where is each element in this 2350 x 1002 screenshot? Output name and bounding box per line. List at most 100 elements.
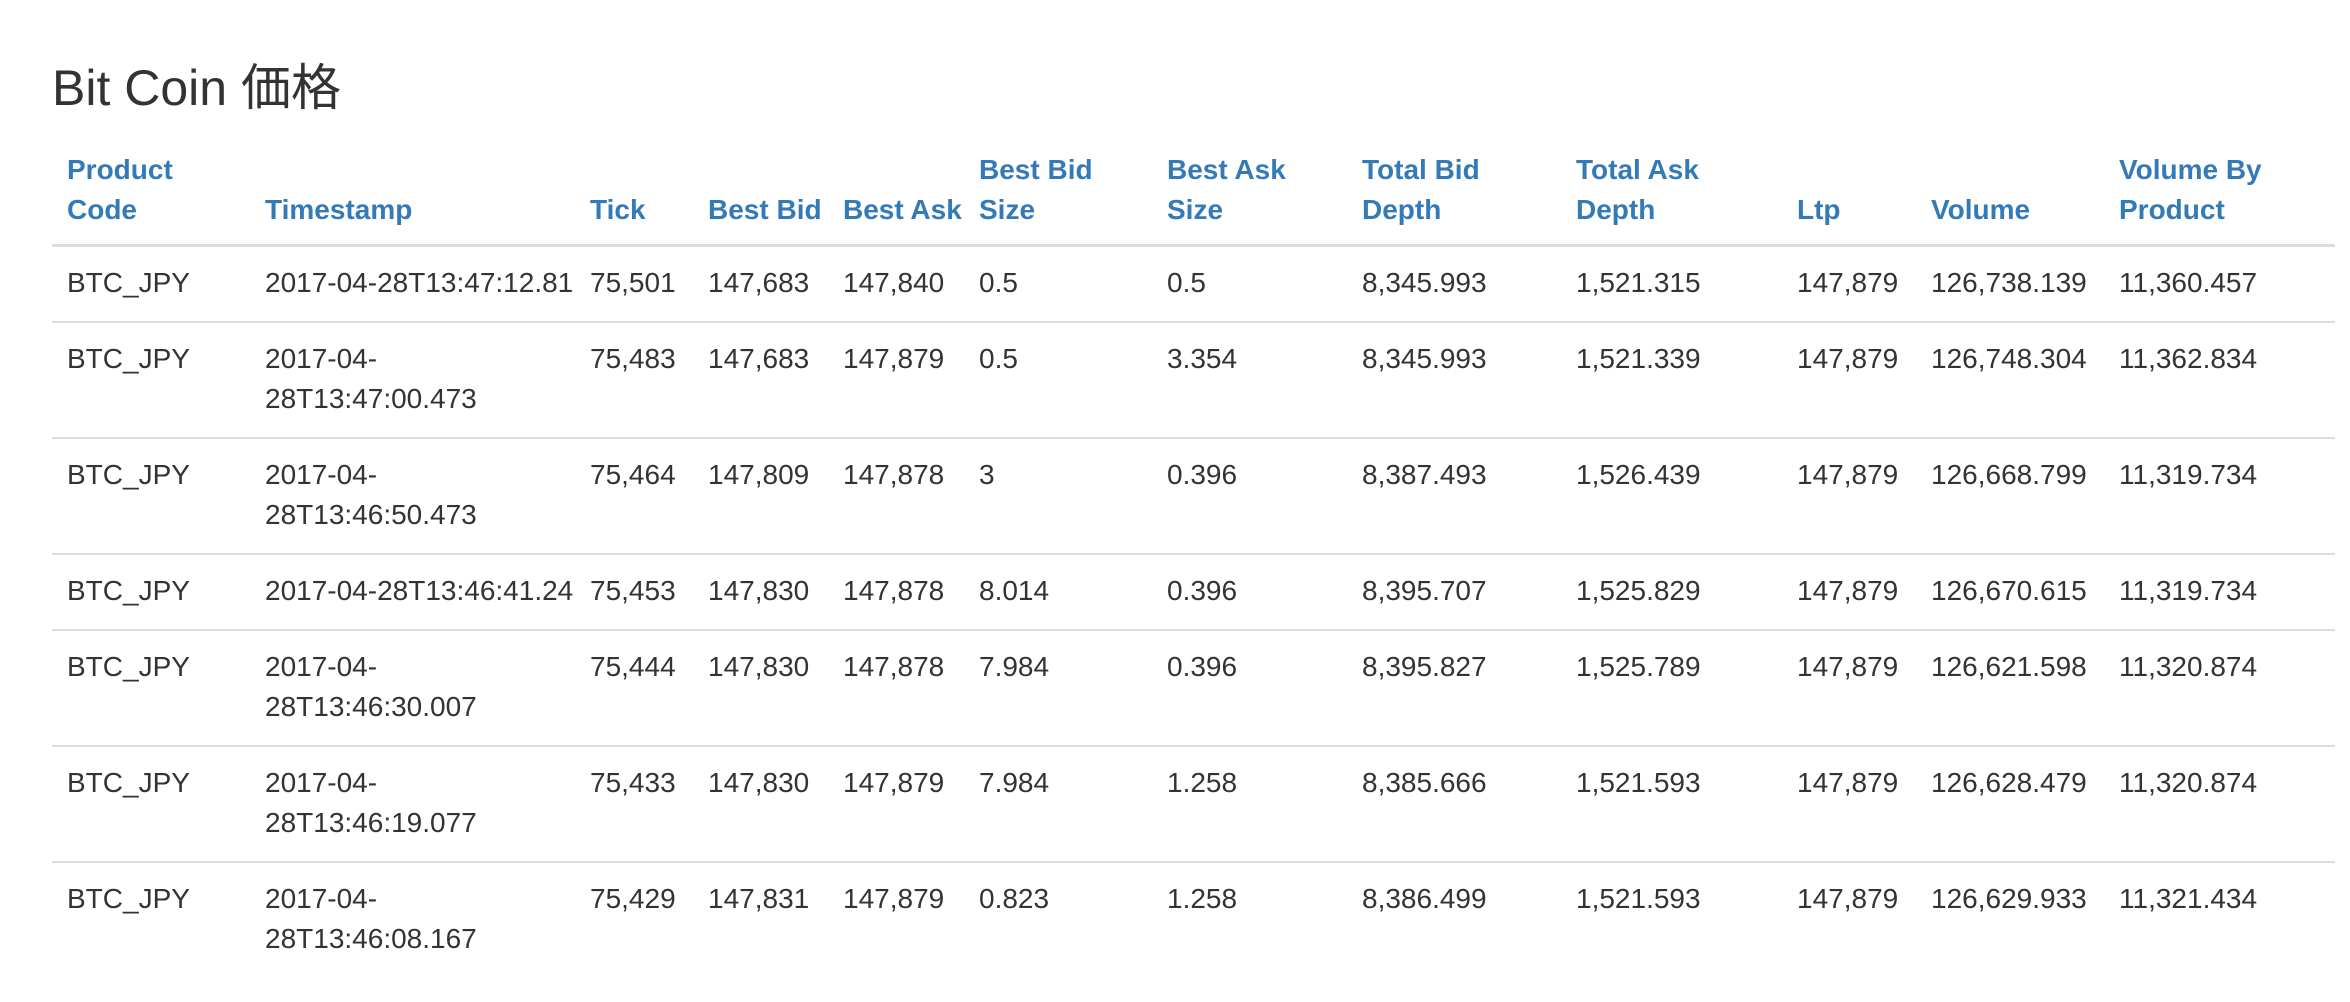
cell-tick: 75,429 <box>575 861 693 977</box>
cell-volume-by-product: 11,320.874 <box>2104 745 2335 862</box>
table-row: BTC_JPY 2017-04-28T13:47:00.473 75,483 1… <box>52 321 2335 438</box>
cell-tick: 75,444 <box>575 629 693 746</box>
cell-total-ask-depth: 1,525.829 <box>1561 553 1782 630</box>
cell-volume-by-product: 11,362.834 <box>2104 321 2335 438</box>
cell-best-ask-size: 3.354 <box>1152 321 1347 438</box>
cell-volume-by-product: 11,360.457 <box>2119 267 2258 298</box>
cell-volume-by-product: 11,319.734 <box>2104 553 2335 630</box>
column-header-best-ask[interactable]: Best Ask <box>828 146 964 247</box>
cell-ltp: 147,879 <box>1782 437 1916 554</box>
cell-volume-by-product: 11,320.874 <box>2104 629 2335 746</box>
cell-volume: 126,628.479 <box>1916 745 2104 862</box>
cell-volume: 126,670.615 <box>1916 553 2104 630</box>
cell-ltp: 147,879 <box>1782 321 1916 438</box>
cell-tick: 75,453 <box>575 553 693 630</box>
cell-tick: 75,501 <box>590 267 676 298</box>
cell-total-bid-depth: 8,387.493 <box>1347 437 1561 554</box>
cell-timestamp: 2017-04-28T13:46:50.473 <box>250 437 575 554</box>
cell-best-bid-size: 7.984 <box>964 745 1152 862</box>
column-header-best-bid-size[interactable]: Best Bid Size <box>964 146 1152 247</box>
cell-best-ask-size: 1.258 <box>1152 861 1347 977</box>
cell-volume-by-product: 11,321.434 <box>2104 861 2335 977</box>
cell-best-ask: 147,879 <box>828 861 964 977</box>
page-title: Bit Coin 価格 <box>52 60 341 116</box>
cell-tick: 75,464 <box>575 437 693 554</box>
cell-total-ask-depth: 1,521.593 <box>1561 861 1782 977</box>
cell-timestamp: 2017-04-28T13:46:30.007 <box>250 629 575 746</box>
table-header: Product Code Timestamp Tick Best Bid Bes… <box>52 146 2335 247</box>
cell-best-bid: 147,831 <box>693 861 828 977</box>
cell-ltp: 147,879 <box>1782 553 1916 630</box>
cell-best-ask: 147,878 <box>828 553 964 630</box>
cell-total-bid-depth: 8,395.827 <box>1347 629 1561 746</box>
cell-ltp: 147,879 <box>1782 861 1916 977</box>
cell-best-bid: 147,683 <box>693 321 828 438</box>
cell-product-code: BTC_JPY <box>52 553 250 630</box>
column-header-best-bid[interactable]: Best Bid <box>693 146 828 247</box>
cell-best-ask: 147,879 <box>828 321 964 438</box>
cell-total-bid-depth: 8,386.499 <box>1347 861 1561 977</box>
cell-best-bid: 147,809 <box>693 437 828 554</box>
column-header-best-ask-size[interactable]: Best Ask Size <box>1152 146 1347 247</box>
cell-product-code: BTC_JPY <box>67 267 190 298</box>
table-row: BTC_JPY 2017-04-28T13:46:19.077 75,433 1… <box>52 745 2335 862</box>
header-row: Product Code Timestamp Tick Best Bid Bes… <box>52 146 2335 247</box>
cell-volume-by-product: 11,319.734 <box>2104 437 2335 554</box>
cell-timestamp: 2017-04-28T13:47:00.473 <box>250 321 575 438</box>
cell-total-ask-depth: 1,525.789 <box>1561 629 1782 746</box>
cell-best-ask-size: 0.396 <box>1152 629 1347 746</box>
table-row: BTC_JPY 2017-04-28T13:46:41.24 75,453 14… <box>52 553 2335 630</box>
column-header-total-bid-depth[interactable]: Total Bid Depth <box>1347 146 1561 247</box>
table-body: BTC_JPY 2017-04-28T13:47:12.81 75,501 14… <box>52 246 2335 977</box>
cell-best-ask-size: 0.396 <box>1152 437 1347 554</box>
cell-product-code: BTC_JPY <box>52 861 250 977</box>
cell-timestamp: 2017-04-28T13:46:19.077 <box>250 745 575 862</box>
cell-best-ask: 147,878 <box>828 629 964 746</box>
cell-best-bid: 147,830 <box>693 553 828 630</box>
cell-best-ask: 147,840 <box>843 267 945 298</box>
cell-total-ask-depth: 1,521.339 <box>1561 321 1782 438</box>
cell-best-ask: 147,879 <box>828 745 964 862</box>
cell-best-ask-size: 0.5 <box>1167 267 1206 298</box>
column-header-timestamp[interactable]: Timestamp <box>250 146 575 247</box>
cell-total-bid-depth: 8,345.993 <box>1362 267 1487 298</box>
cell-best-bid-size: 7.984 <box>964 629 1152 746</box>
column-header-volume-by-product[interactable]: Volume By Product <box>2104 146 2335 247</box>
cell-best-bid: 147,830 <box>693 745 828 862</box>
cell-tick: 75,433 <box>575 745 693 862</box>
column-header-volume[interactable]: Volume <box>1916 146 2104 247</box>
cell-product-code: BTC_JPY <box>52 745 250 862</box>
table-row: BTC_JPY 2017-04-28T13:46:50.473 75,464 1… <box>52 437 2335 554</box>
cell-timestamp: 2017-04-28T13:46:08.167 <box>250 861 575 977</box>
cell-volume: 126,748.304 <box>1916 321 2104 438</box>
cell-volume: 126,738.139 <box>1931 267 2087 298</box>
table-row: BTC_JPY 2017-04-28T13:47:12.81 75,501 14… <box>52 246 2335 323</box>
cell-volume: 126,668.799 <box>1916 437 2104 554</box>
cell-best-bid-size: 0.823 <box>964 861 1152 977</box>
cell-best-bid: 147,683 <box>708 267 810 298</box>
cell-ltp: 147,879 <box>1797 267 1899 298</box>
column-header-product-code[interactable]: Product Code <box>52 146 250 247</box>
column-header-total-ask-depth[interactable]: Total Ask Depth <box>1561 146 1782 247</box>
cell-total-bid-depth: 8,345.993 <box>1347 321 1561 438</box>
cell-total-ask-depth: 1,526.439 <box>1561 437 1782 554</box>
table-row: BTC_JPY 2017-04-28T13:46:08.167 75,429 1… <box>52 861 2335 977</box>
cell-best-ask-size: 0.396 <box>1152 553 1347 630</box>
price-table: Product Code Timestamp Tick Best Bid Bes… <box>52 146 2335 977</box>
cell-total-bid-depth: 8,395.707 <box>1347 553 1561 630</box>
cell-product-code: BTC_JPY <box>52 321 250 438</box>
cell-best-ask-size: 1.258 <box>1152 745 1347 862</box>
cell-product-code: BTC_JPY <box>52 437 250 554</box>
cell-best-ask: 147,878 <box>828 437 964 554</box>
cell-total-ask-depth: 1,521.593 <box>1561 745 1782 862</box>
cell-total-ask-depth: 1,521.315 <box>1576 267 1701 298</box>
cell-best-bid-size: 0.5 <box>964 321 1152 438</box>
cell-volume: 126,621.598 <box>1916 629 2104 746</box>
cell-timestamp: 2017-04-28T13:46:41.24 <box>250 553 575 630</box>
cell-best-bid-size: 8.014 <box>964 553 1152 630</box>
column-header-ltp[interactable]: Ltp <box>1782 146 1916 247</box>
column-header-tick[interactable]: Tick <box>575 146 693 247</box>
cell-tick: 75,483 <box>575 321 693 438</box>
cell-timestamp: 2017-04-28T13:47:12.81 <box>265 267 574 298</box>
